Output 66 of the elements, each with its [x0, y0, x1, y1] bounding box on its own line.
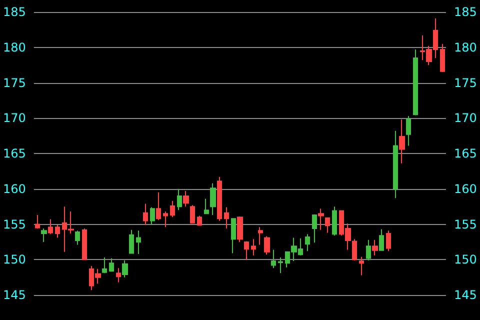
- candlestick: [48, 218, 53, 235]
- candlestick: [163, 211, 168, 228]
- y2-tick-label: 170: [3, 111, 26, 126]
- candlestick: [406, 116, 411, 146]
- candlestick: [116, 268, 121, 283]
- y2-tick-label: 165: [3, 146, 26, 160]
- y2-tick-label: 160: [3, 182, 26, 196]
- candlestick: [156, 192, 161, 221]
- candlestick: [393, 130, 398, 199]
- candlestick: [109, 258, 114, 272]
- candlestick: [190, 204, 195, 224]
- candlestick: [82, 228, 87, 260]
- y-tick-label: 185: [454, 5, 477, 19]
- y-tick-label: 160: [454, 182, 477, 196]
- y2-tick-label: 150: [3, 252, 26, 267]
- candlestick: [386, 230, 391, 252]
- candlestick: [170, 200, 175, 218]
- candlestick: [244, 240, 249, 260]
- candlestick: [318, 208, 324, 230]
- candlestick: [332, 206, 337, 236]
- y2-tick-label: 180: [3, 40, 26, 54]
- candlestick: [210, 182, 216, 216]
- candlestick: [129, 229, 134, 254]
- candlestick: [204, 198, 209, 214]
- y2-tick-label: 145: [3, 288, 26, 302]
- candlestick: [136, 230, 141, 254]
- candlestick: [75, 230, 80, 246]
- candlestick: [413, 49, 418, 116]
- y-tick-label: 165: [454, 146, 477, 160]
- candlestick: [379, 228, 384, 251]
- y2-tick-label: 175: [3, 76, 26, 90]
- candlestick: [399, 119, 405, 164]
- candlestick: [305, 234, 310, 252]
- candlestick: [197, 215, 202, 226]
- candlestick: [372, 239, 378, 256]
- y-tick-label: 150: [454, 252, 477, 267]
- y-tick-label: 175: [454, 76, 477, 90]
- y-tick-label: 180: [454, 40, 477, 54]
- candlestick: [217, 176, 222, 222]
- y2-tick-label: 185: [3, 5, 26, 19]
- candlestick: [264, 236, 270, 256]
- candlestick: [41, 228, 47, 242]
- candlestick: [224, 206, 229, 229]
- candlestick: [122, 260, 128, 278]
- y2-tick-label: 155: [3, 217, 26, 232]
- candlestick: [183, 190, 189, 208]
- candlestick: [237, 216, 243, 242]
- candlestick: [359, 256, 364, 276]
- candlestick: [55, 224, 60, 238]
- candlestick: [366, 239, 371, 261]
- candlestick: [271, 249, 276, 269]
- candlestick: [231, 218, 236, 254]
- y-tick-label: 145: [454, 288, 477, 302]
- candlestick: [102, 257, 107, 274]
- candlestick: [440, 43, 445, 73]
- y-tick-label: 155: [454, 217, 477, 232]
- candlestick: [278, 257, 283, 274]
- candlestick: [35, 214, 40, 229]
- candlestick: [143, 203, 148, 226]
- candlestick: [325, 217, 330, 234]
- candlestick: [312, 214, 317, 244]
- y-tick-label: 170: [454, 111, 477, 126]
- candlestick: [251, 238, 256, 256]
- candlestick: [150, 206, 155, 226]
- candlestick: [177, 188, 182, 211]
- candlestick: [258, 226, 263, 246]
